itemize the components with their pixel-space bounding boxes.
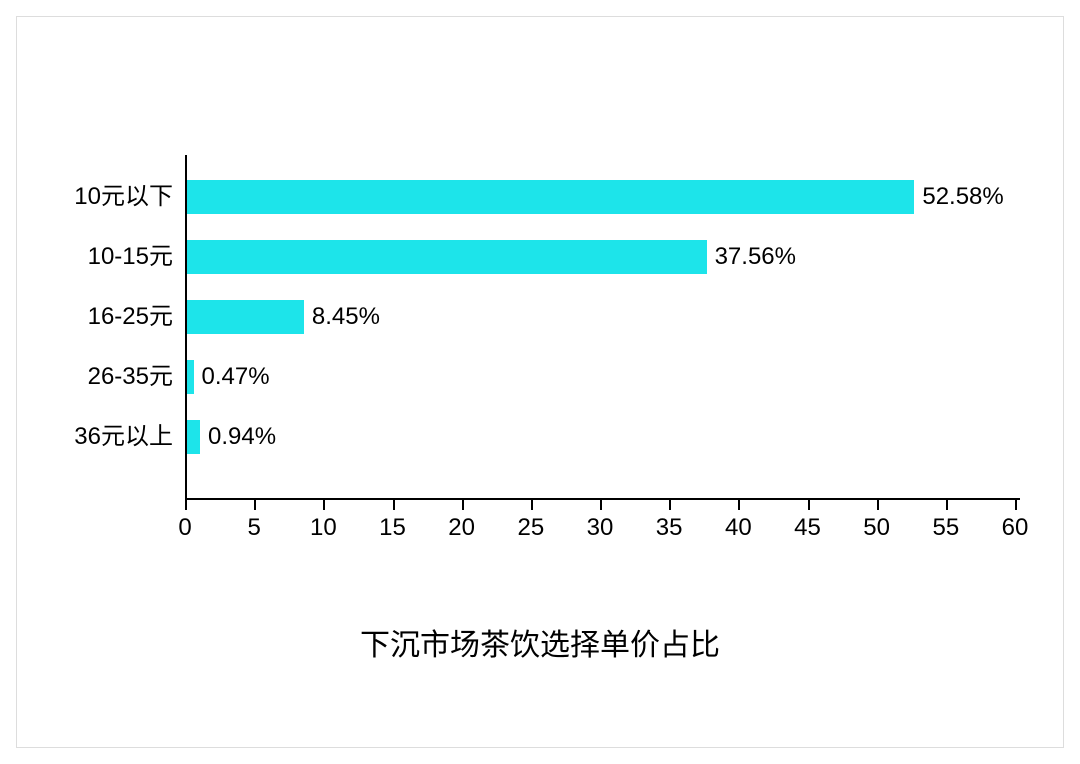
category-label: 10-15元 — [0, 240, 173, 274]
x-tick-label: 50 — [863, 514, 890, 542]
x-tick — [254, 500, 256, 510]
x-tick-label: 20 — [448, 514, 475, 542]
x-tick — [185, 500, 187, 510]
x-tick — [393, 500, 395, 510]
bar-value-label: 37.56% — [715, 240, 796, 274]
bar-value-label: 0.94% — [208, 420, 276, 454]
x-tick-label: 40 — [725, 514, 752, 542]
x-tick-label: 30 — [587, 514, 614, 542]
bar — [187, 360, 194, 394]
bar — [187, 180, 914, 214]
plot-area: 52.58%37.56%8.45%0.47%0.94%0510152025303… — [185, 170, 1015, 500]
x-tick-label: 35 — [656, 514, 683, 542]
category-label: 10元以下 — [0, 180, 173, 214]
x-tick — [946, 500, 948, 510]
x-axis — [185, 498, 1020, 500]
x-tick — [600, 500, 602, 510]
x-tick-label: 25 — [517, 514, 544, 542]
x-tick-label: 55 — [932, 514, 959, 542]
x-tick — [877, 500, 879, 510]
bar — [187, 420, 200, 454]
x-tick — [669, 500, 671, 510]
x-tick — [323, 500, 325, 510]
chart-title: 下沉市场茶饮选择单价占比 — [0, 620, 1080, 664]
x-tick — [462, 500, 464, 510]
x-tick-label: 15 — [379, 514, 406, 542]
x-tick — [1015, 500, 1017, 510]
bar-value-label: 8.45% — [312, 300, 380, 334]
category-label: 26-35元 — [0, 360, 173, 394]
x-tick-label: 5 — [247, 514, 260, 542]
bar — [187, 240, 707, 274]
bar-value-label: 52.58% — [922, 180, 1003, 214]
category-label: 16-25元 — [0, 300, 173, 334]
x-tick-label: 0 — [178, 514, 191, 542]
x-tick-label: 10 — [310, 514, 337, 542]
x-tick — [531, 500, 533, 510]
category-label: 36元以上 — [0, 420, 173, 454]
x-tick-label: 45 — [794, 514, 821, 542]
x-tick — [808, 500, 810, 510]
x-tick — [738, 500, 740, 510]
bar — [187, 300, 304, 334]
bar-value-label: 0.47% — [202, 360, 270, 394]
x-tick-label: 60 — [1002, 514, 1029, 542]
